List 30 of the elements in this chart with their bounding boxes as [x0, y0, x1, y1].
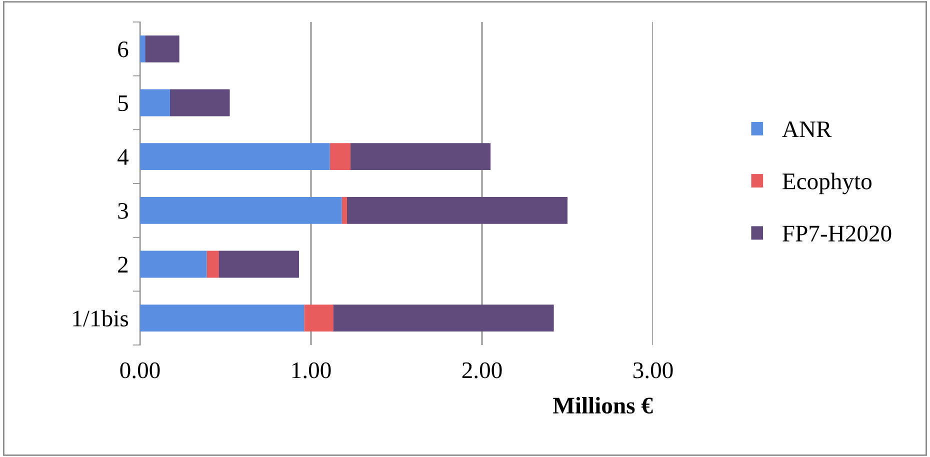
legend-label: Ecophyto	[782, 172, 872, 194]
bar	[145, 35, 180, 62]
bar	[346, 196, 568, 224]
y-tick-label: 1/1bis	[73, 310, 128, 327]
x-tick-label: 1.00	[292, 362, 331, 378]
y-tick-label: 6	[118, 41, 128, 58]
bar	[170, 89, 230, 116]
bar	[350, 143, 491, 170]
bar	[140, 304, 304, 332]
legend-label: FP7-H2020	[782, 226, 892, 242]
y-tick-label: 4	[118, 149, 129, 165]
y-tick-label: 5	[118, 95, 128, 112]
x-tick-label: 2.00	[462, 362, 502, 378]
bar	[140, 196, 342, 224]
bar	[206, 250, 219, 278]
x-tick-label: 3.00	[633, 362, 673, 378]
bar	[140, 250, 207, 278]
bar	[140, 143, 330, 170]
bar	[140, 89, 170, 116]
x-axis-title: Millions €	[553, 396, 653, 414]
y-tick-label: 2	[118, 256, 128, 272]
y-tick-label: 3	[118, 202, 128, 219]
bar	[342, 196, 347, 224]
bar	[140, 35, 146, 62]
x-tick-label: 0.00	[120, 362, 160, 378]
legend-label: ANR	[782, 121, 832, 138]
bar	[330, 143, 350, 170]
bar	[333, 304, 554, 332]
bar	[304, 304, 334, 332]
bar	[218, 250, 300, 278]
